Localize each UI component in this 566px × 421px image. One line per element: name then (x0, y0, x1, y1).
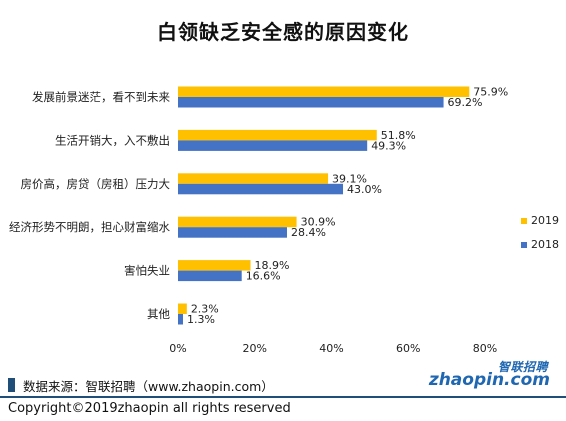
bar-2019 (178, 303, 187, 314)
x-tick-label: 40% (319, 342, 343, 355)
data-label-2019: 39.1% (332, 172, 367, 185)
category-label: 生活开销大，入不敷出 (55, 133, 170, 147)
category-label: 发展前景迷茫，看不到未来 (32, 90, 170, 104)
data-label-2018: 43.0% (347, 183, 382, 196)
bar-2019 (178, 173, 329, 184)
bar-2019 (178, 86, 470, 97)
source-line: 数据来源：智联招聘（www.zhaopin.com） (8, 377, 274, 394)
bar-2018 (178, 314, 183, 325)
x-tick-label: 80% (473, 342, 497, 355)
data-label-2018: 69.2% (448, 96, 483, 109)
bar-2018 (178, 97, 444, 108)
data-label-2018: 49.3% (371, 139, 406, 152)
x-tick-label: 0% (169, 342, 186, 355)
bar-2019 (178, 129, 377, 141)
data-label-2018: 1.3% (187, 313, 215, 326)
bar-2018 (178, 140, 368, 151)
legend-swatch-2018 (521, 242, 527, 248)
category-label: 经济形势不明朗，担心财富缩水 (9, 220, 170, 234)
logo-cn-text: 智联招聘 (497, 360, 548, 374)
legend-label-2018: 2018 (531, 238, 559, 251)
data-label-2019: 30.9% (301, 216, 336, 229)
data-label-2018: 28.4% (291, 226, 326, 239)
x-tick-label: 20% (243, 342, 267, 355)
source-marker (8, 378, 15, 392)
source-text: 数据来源：智联招聘（www.zhaopin.com） (23, 378, 274, 394)
bar-2018 (178, 227, 287, 238)
data-label-2019: 75.9% (473, 86, 508, 99)
bar-2019 (178, 260, 251, 271)
chart-title: 白领缺乏安全感的原因变化 (157, 20, 409, 44)
legend-swatch-2019 (521, 218, 527, 224)
zhaopin-logo: 智联招聘 zhaopin.com (429, 358, 550, 392)
copyright-text: Copyright©2019zhaopin all rights reserve… (8, 401, 291, 416)
bar-2018 (178, 270, 242, 282)
bar-2019 (178, 216, 297, 228)
data-label-2019: 51.8% (381, 129, 416, 142)
data-label-2019: 2.3% (191, 303, 219, 316)
data-label-2018: 16.6% (246, 270, 281, 283)
data-label-2019: 18.9% (255, 259, 290, 272)
category-label: 害怕失业 (124, 264, 170, 278)
logo-en-text: zhaopin.com (428, 370, 550, 390)
category-label: 其他 (147, 307, 170, 321)
footer-divider (0, 396, 566, 398)
category-label: 房价高，房贷（房租）压力大 (21, 177, 171, 191)
legend-label-2019: 2019 (531, 214, 559, 227)
x-tick-label: 60% (396, 342, 420, 355)
bar-2018 (178, 183, 344, 195)
